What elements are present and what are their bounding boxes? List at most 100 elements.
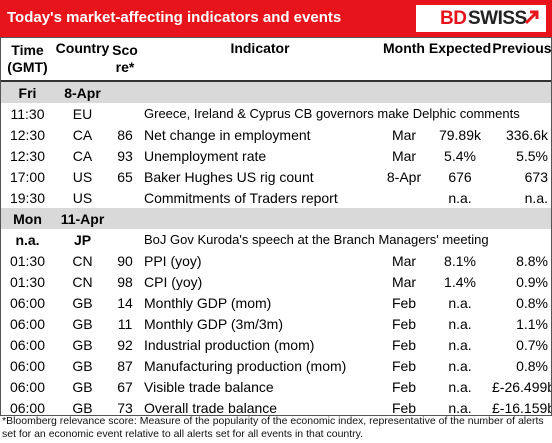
event-row: 06:00 GB 11 Monthly GDP (3m/3m) Feb n.a. 1.1%	[0, 313, 552, 334]
time-cell: 06:00	[9, 399, 46, 416]
logo-name: SWISS	[468, 8, 527, 29]
score-cell: 93	[117, 147, 133, 164]
indicator-cell: Monthly GDP (3m/3m)	[144, 315, 283, 332]
event-row: 11:30 EU Greece, Ireland & Cyprus CB gover…	[0, 103, 552, 124]
previous-cell: n.a.	[524, 189, 548, 206]
month-cell: Feb	[391, 399, 417, 416]
score-cell: 14	[117, 294, 133, 311]
indicator-cell: Monthly GDP (mom)	[144, 294, 272, 311]
col-header: Country	[55, 37, 110, 82]
indicator-cell: Unemployment rate	[144, 147, 267, 164]
col-header: Time (GMT)	[0, 37, 55, 82]
country-cell: US	[72, 168, 93, 185]
col-header: Previous	[492, 37, 552, 82]
date: 8-Apr	[55, 81, 110, 103]
previous-cell: 0.7%	[516, 336, 548, 353]
country-cell: GB	[72, 294, 93, 311]
previous-cell: 0.8%	[516, 357, 548, 374]
header-bar: Today's market-affecting indicators and …	[0, 0, 552, 37]
country-cell: CN	[72, 252, 93, 269]
logo-icon	[524, 10, 539, 25]
country-cell: GB	[72, 399, 93, 416]
month-cell: Feb	[391, 294, 417, 311]
logo: BD SWISS	[416, 5, 546, 32]
event-row: 06:00 GB 87 Manufacturing production (mom) F…	[0, 355, 552, 376]
month-cell: Feb	[391, 336, 417, 353]
expected-cell: n.a.	[448, 378, 472, 395]
event-row: 01:30 CN 90 PPI (yoy) Mar 8.1% 8.8%	[0, 250, 552, 271]
indicator-cell: BoJ Gov Kuroda's speech at the Branch Ma…	[144, 232, 489, 247]
indicator-cell: Visible trade balance	[144, 378, 274, 395]
country-cell: GB	[72, 378, 93, 395]
day: Fri	[0, 81, 55, 103]
col-header: Indicator	[140, 37, 380, 82]
expected-cell: n.a.	[448, 357, 472, 374]
title: Today's market-affecting indicators and …	[7, 9, 342, 26]
month-cell: Mar	[391, 147, 417, 164]
expected-cell: n.a.	[448, 336, 472, 353]
score-cell: 92	[117, 336, 133, 353]
indicator-cell: Industrial production (mom)	[144, 336, 315, 353]
time-cell: 06:00	[9, 378, 46, 395]
score-cell: 73	[117, 399, 133, 416]
month-cell: Feb	[391, 357, 417, 374]
day-row: Mon 11-Apr	[0, 208, 552, 229]
time-cell: 01:30	[9, 273, 46, 290]
indicator-cell: Baker Hughes US rig count	[144, 168, 314, 185]
expected-cell: n.a.	[448, 315, 472, 332]
time-cell: 12:30	[9, 126, 46, 143]
expected-cell: n.a.	[448, 294, 472, 311]
time-cell: n.a.	[15, 231, 40, 248]
country-cell: JP	[73, 231, 92, 248]
country-cell: GB	[72, 336, 93, 353]
country-cell: EU	[72, 105, 93, 122]
time-cell: 06:00	[9, 294, 46, 311]
cell	[110, 208, 552, 229]
previous-cell: 5.5%	[516, 147, 548, 164]
cell	[110, 81, 552, 103]
country-cell: CA	[72, 147, 93, 164]
score-cell: 98	[117, 273, 133, 290]
event-row: 12:30 CA 93 Unemployment rate Mar 5.4% 5.5%	[0, 145, 552, 166]
day-row: Fri 8-Apr	[0, 81, 552, 103]
time-cell: 06:00	[9, 315, 46, 332]
indicator-cell: Greece, Ireland & Cyprus CB governors ma…	[144, 106, 520, 121]
score-cell: 65	[117, 168, 133, 185]
event-row: 06:00 GB 73 Overall trade balance Feb n.a. £-1…	[0, 397, 552, 418]
indicator-cell: Manufacturing production (mom)	[144, 357, 347, 374]
time-cell: 01:30	[9, 252, 46, 269]
month-cell: 8-Apr	[386, 168, 422, 185]
cell	[380, 187, 428, 208]
cell	[110, 229, 140, 250]
month-cell: Mar	[391, 126, 417, 143]
event-row: 06:00 GB 67 Visible trade balance Feb n.a. £-2…	[0, 376, 552, 397]
expected-cell: 8.1%	[444, 252, 476, 269]
indicator-cell: PPI (yoy)	[144, 252, 202, 269]
event-row: n.a. JP BoJ Gov Kuroda's speech at the Bra…	[0, 229, 552, 250]
time-cell: 06:00	[9, 336, 46, 353]
previous-cell: 336.6k	[505, 126, 548, 143]
date: 11-Apr	[55, 208, 110, 229]
country-cell: CA	[72, 126, 93, 143]
event-row: 06:00 GB 92 Industrial production (mom) Feb n…	[0, 334, 552, 355]
score-cell: 11	[117, 315, 133, 332]
previous-cell: 673	[524, 168, 548, 185]
col-header: Score*	[110, 37, 140, 82]
score-cell: 90	[117, 252, 133, 269]
country-cell: GB	[72, 315, 93, 332]
indicator-cell: CPI (yoy)	[144, 273, 203, 290]
previous-cell: 1.1%	[516, 315, 548, 332]
col-header: Month	[380, 37, 428, 82]
previous-cell: 0.8%	[516, 294, 548, 311]
events-table: Time (GMT) Country Score* Indicator Mont…	[0, 37, 552, 418]
time-cell: 06:00	[9, 357, 46, 374]
previous-cell: £-26.499bn	[492, 378, 552, 395]
event-row: 17:00 US 65 Baker Hughes US rig count 8-Apr 6…	[0, 166, 552, 187]
time-cell: 19:30	[9, 189, 46, 206]
month-cell: Mar	[391, 252, 417, 269]
event-row: 19:30 US Commitments of Traders report n.a.…	[0, 187, 552, 208]
expected-cell: 1.4%	[444, 273, 476, 290]
country-cell: CN	[72, 273, 93, 290]
country-cell: GB	[72, 357, 93, 374]
